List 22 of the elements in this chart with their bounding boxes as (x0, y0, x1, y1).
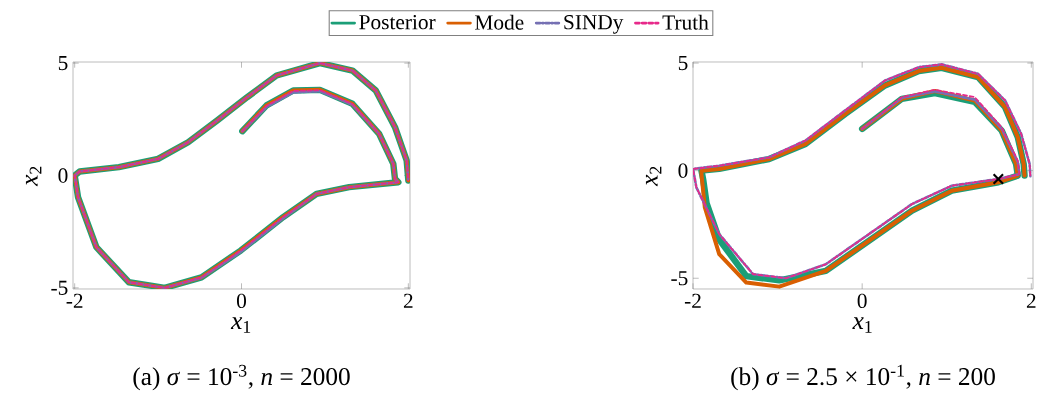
x-tick-label: 2 (1026, 293, 1036, 308)
x-tick-label: 2 (403, 293, 413, 308)
y-tick-label: -5 (671, 271, 688, 286)
x-tick-label: -2 (684, 293, 701, 308)
y-tick-label: 5 (678, 55, 688, 71)
legend-label: Truth (662, 14, 709, 30)
y-tick-label: 0 (58, 168, 68, 183)
y-axis-title: x$_{2}$ (645, 166, 662, 187)
x-tick-label: -2 (66, 293, 83, 308)
x-axis-title: x$_{1}$ (230, 317, 251, 333)
legend-label: SINDy (564, 15, 624, 34)
y-tick-label: 5 (58, 56, 68, 71)
legend-label: Posterior (359, 15, 436, 30)
text: (a) σ = 10$^{-3}$, n = 2000 (133, 364, 350, 391)
x-tick-label: 0 (857, 293, 867, 309)
text: (b) σ = 2.5 × 10$^{-1}$, n = 200 (731, 364, 995, 391)
y-axis-title: x$_{2}$ (25, 166, 42, 187)
legend-label: Mode (475, 14, 524, 30)
y-tick-label: 0 (678, 163, 688, 178)
x-tick-label: 0 (236, 293, 247, 309)
x-axis-title: x$_{1}$ (852, 317, 872, 333)
y-tick-label: -5 (51, 280, 68, 295)
